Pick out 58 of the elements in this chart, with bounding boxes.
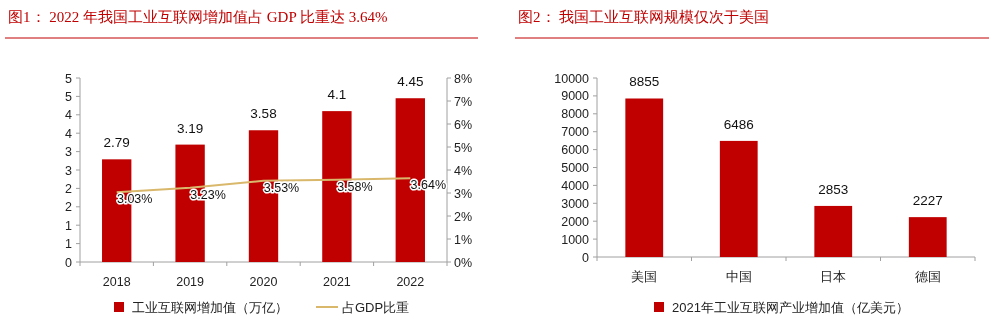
y-tick-label: 2 xyxy=(65,200,73,215)
bar xyxy=(625,98,664,257)
legend-label: 占GDP比重 xyxy=(342,300,410,315)
y-tick-label: 8000 xyxy=(561,107,590,122)
y-tick-label: 3 xyxy=(65,145,73,160)
y2-tick-label: 5% xyxy=(454,140,473,155)
data-label: 2227 xyxy=(912,193,943,209)
y2-tick-label: 8% xyxy=(454,71,473,86)
y-tick-label: 1 xyxy=(65,237,73,252)
y-tick-label: 7000 xyxy=(561,125,590,140)
y-tick-label: 5 xyxy=(65,89,73,104)
y2-tick-label: 3% xyxy=(454,186,473,201)
data-label: 4.1 xyxy=(327,87,347,103)
y2-tick-label: 6% xyxy=(454,117,473,132)
y2-tick-label: 4% xyxy=(454,163,473,178)
y-tick-label: 4000 xyxy=(561,178,590,193)
legend-label: 工业互联网增加值（万亿） xyxy=(132,300,288,315)
y-tick-label: 4 xyxy=(65,108,73,123)
bar xyxy=(719,140,758,257)
y-tick-label: 6000 xyxy=(561,143,590,158)
x-tick-label: 2021 xyxy=(322,275,351,289)
y-tick-label: 1000 xyxy=(561,232,590,247)
x-tick-label: 德国 xyxy=(914,270,941,284)
data-label: 2.79 xyxy=(103,135,130,151)
x-tick-label: 2019 xyxy=(176,275,205,289)
chart-title: 图2： 我国工业互联网规模仅次于美国 xyxy=(518,9,770,25)
data-label: 3.58 xyxy=(250,106,277,122)
y-tick-label: 4 xyxy=(65,126,73,141)
y-tick-label: 2000 xyxy=(561,214,590,229)
data-label: 8855 xyxy=(629,74,660,90)
y2-tick-label: 0% xyxy=(454,255,473,270)
y-tick-label: 3 xyxy=(65,163,73,178)
y-tick-label: 3000 xyxy=(561,196,590,211)
x-tick-label: 2022 xyxy=(396,275,425,289)
bar xyxy=(908,217,947,257)
y2-tick-label: 1% xyxy=(454,232,473,247)
data-label: 2853 xyxy=(818,181,849,197)
legend: 2021年工业互联网产业增加值（亿美元） xyxy=(654,300,909,315)
y-tick-label: 1 xyxy=(65,218,73,233)
chart-title: 图1： 2022 年我国工业互联网增加值占 GDP 比重达 3.64% xyxy=(8,9,388,25)
data-label: 6486 xyxy=(723,116,754,132)
x-tick-label: 美国 xyxy=(631,269,658,284)
y-tick-label: 2 xyxy=(65,181,73,196)
x-tick-label: 中国 xyxy=(725,270,752,284)
x-tick-label: 日本 xyxy=(820,270,847,284)
y2-tick-label: 2% xyxy=(454,209,473,224)
y-tick-label: 0 xyxy=(582,250,590,265)
y2-tick-label: 7% xyxy=(454,94,473,109)
data-label: 4.45 xyxy=(397,74,424,90)
bar xyxy=(814,205,853,257)
y-tick-label: 5000 xyxy=(561,161,590,175)
y-tick-label: 10000 xyxy=(554,71,590,86)
y-tick-label: 0 xyxy=(65,255,73,270)
data-label: 3.19 xyxy=(176,120,204,136)
y-tick-label: 9000 xyxy=(561,89,590,104)
x-tick-label: 2020 xyxy=(249,275,278,289)
y-tick-label: 5 xyxy=(65,71,73,86)
x-tick-label: 2018 xyxy=(102,275,131,289)
